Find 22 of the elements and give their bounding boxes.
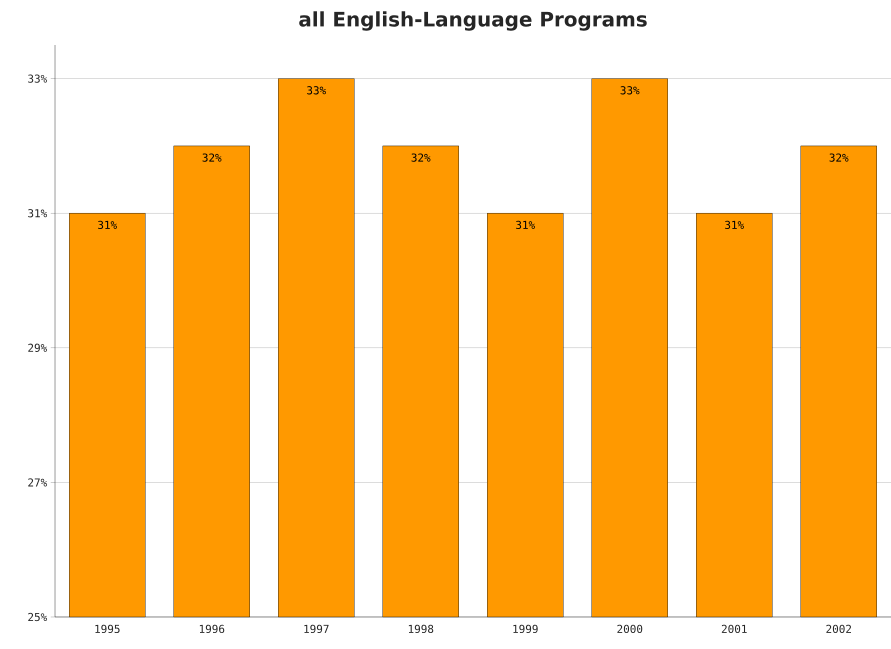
x-tick-label: 1998 [408, 624, 434, 634]
y-tick-label: 31% [28, 209, 48, 218]
y-tick-label: 33% [28, 74, 48, 83]
y-tick-label: 27% [28, 478, 48, 486]
data-label: 31% [725, 220, 744, 230]
data-label: 31% [98, 220, 117, 230]
data-label: 31% [516, 220, 535, 230]
data-label: 33% [620, 86, 640, 94]
data-label: 32% [202, 153, 222, 162]
y-tick-label: 29% [28, 344, 48, 352]
x-tick-label: 2001 [722, 624, 747, 634]
y-tick-label: 25% [28, 612, 48, 622]
chart-title: all English-Language Programs [299, 11, 647, 31]
x-tick-label: 1996 [200, 624, 224, 634]
x-tick-label: 1997 [304, 624, 329, 634]
data-label: 32% [412, 153, 430, 162]
data-label: 32% [830, 153, 848, 162]
x-tick-label: 2000 [617, 624, 642, 634]
x-tick-label: 1995 [95, 624, 120, 634]
data-label: 33% [307, 86, 326, 94]
x-tick-label: 2002 [826, 624, 852, 634]
x-tick-label: 1999 [513, 624, 538, 634]
